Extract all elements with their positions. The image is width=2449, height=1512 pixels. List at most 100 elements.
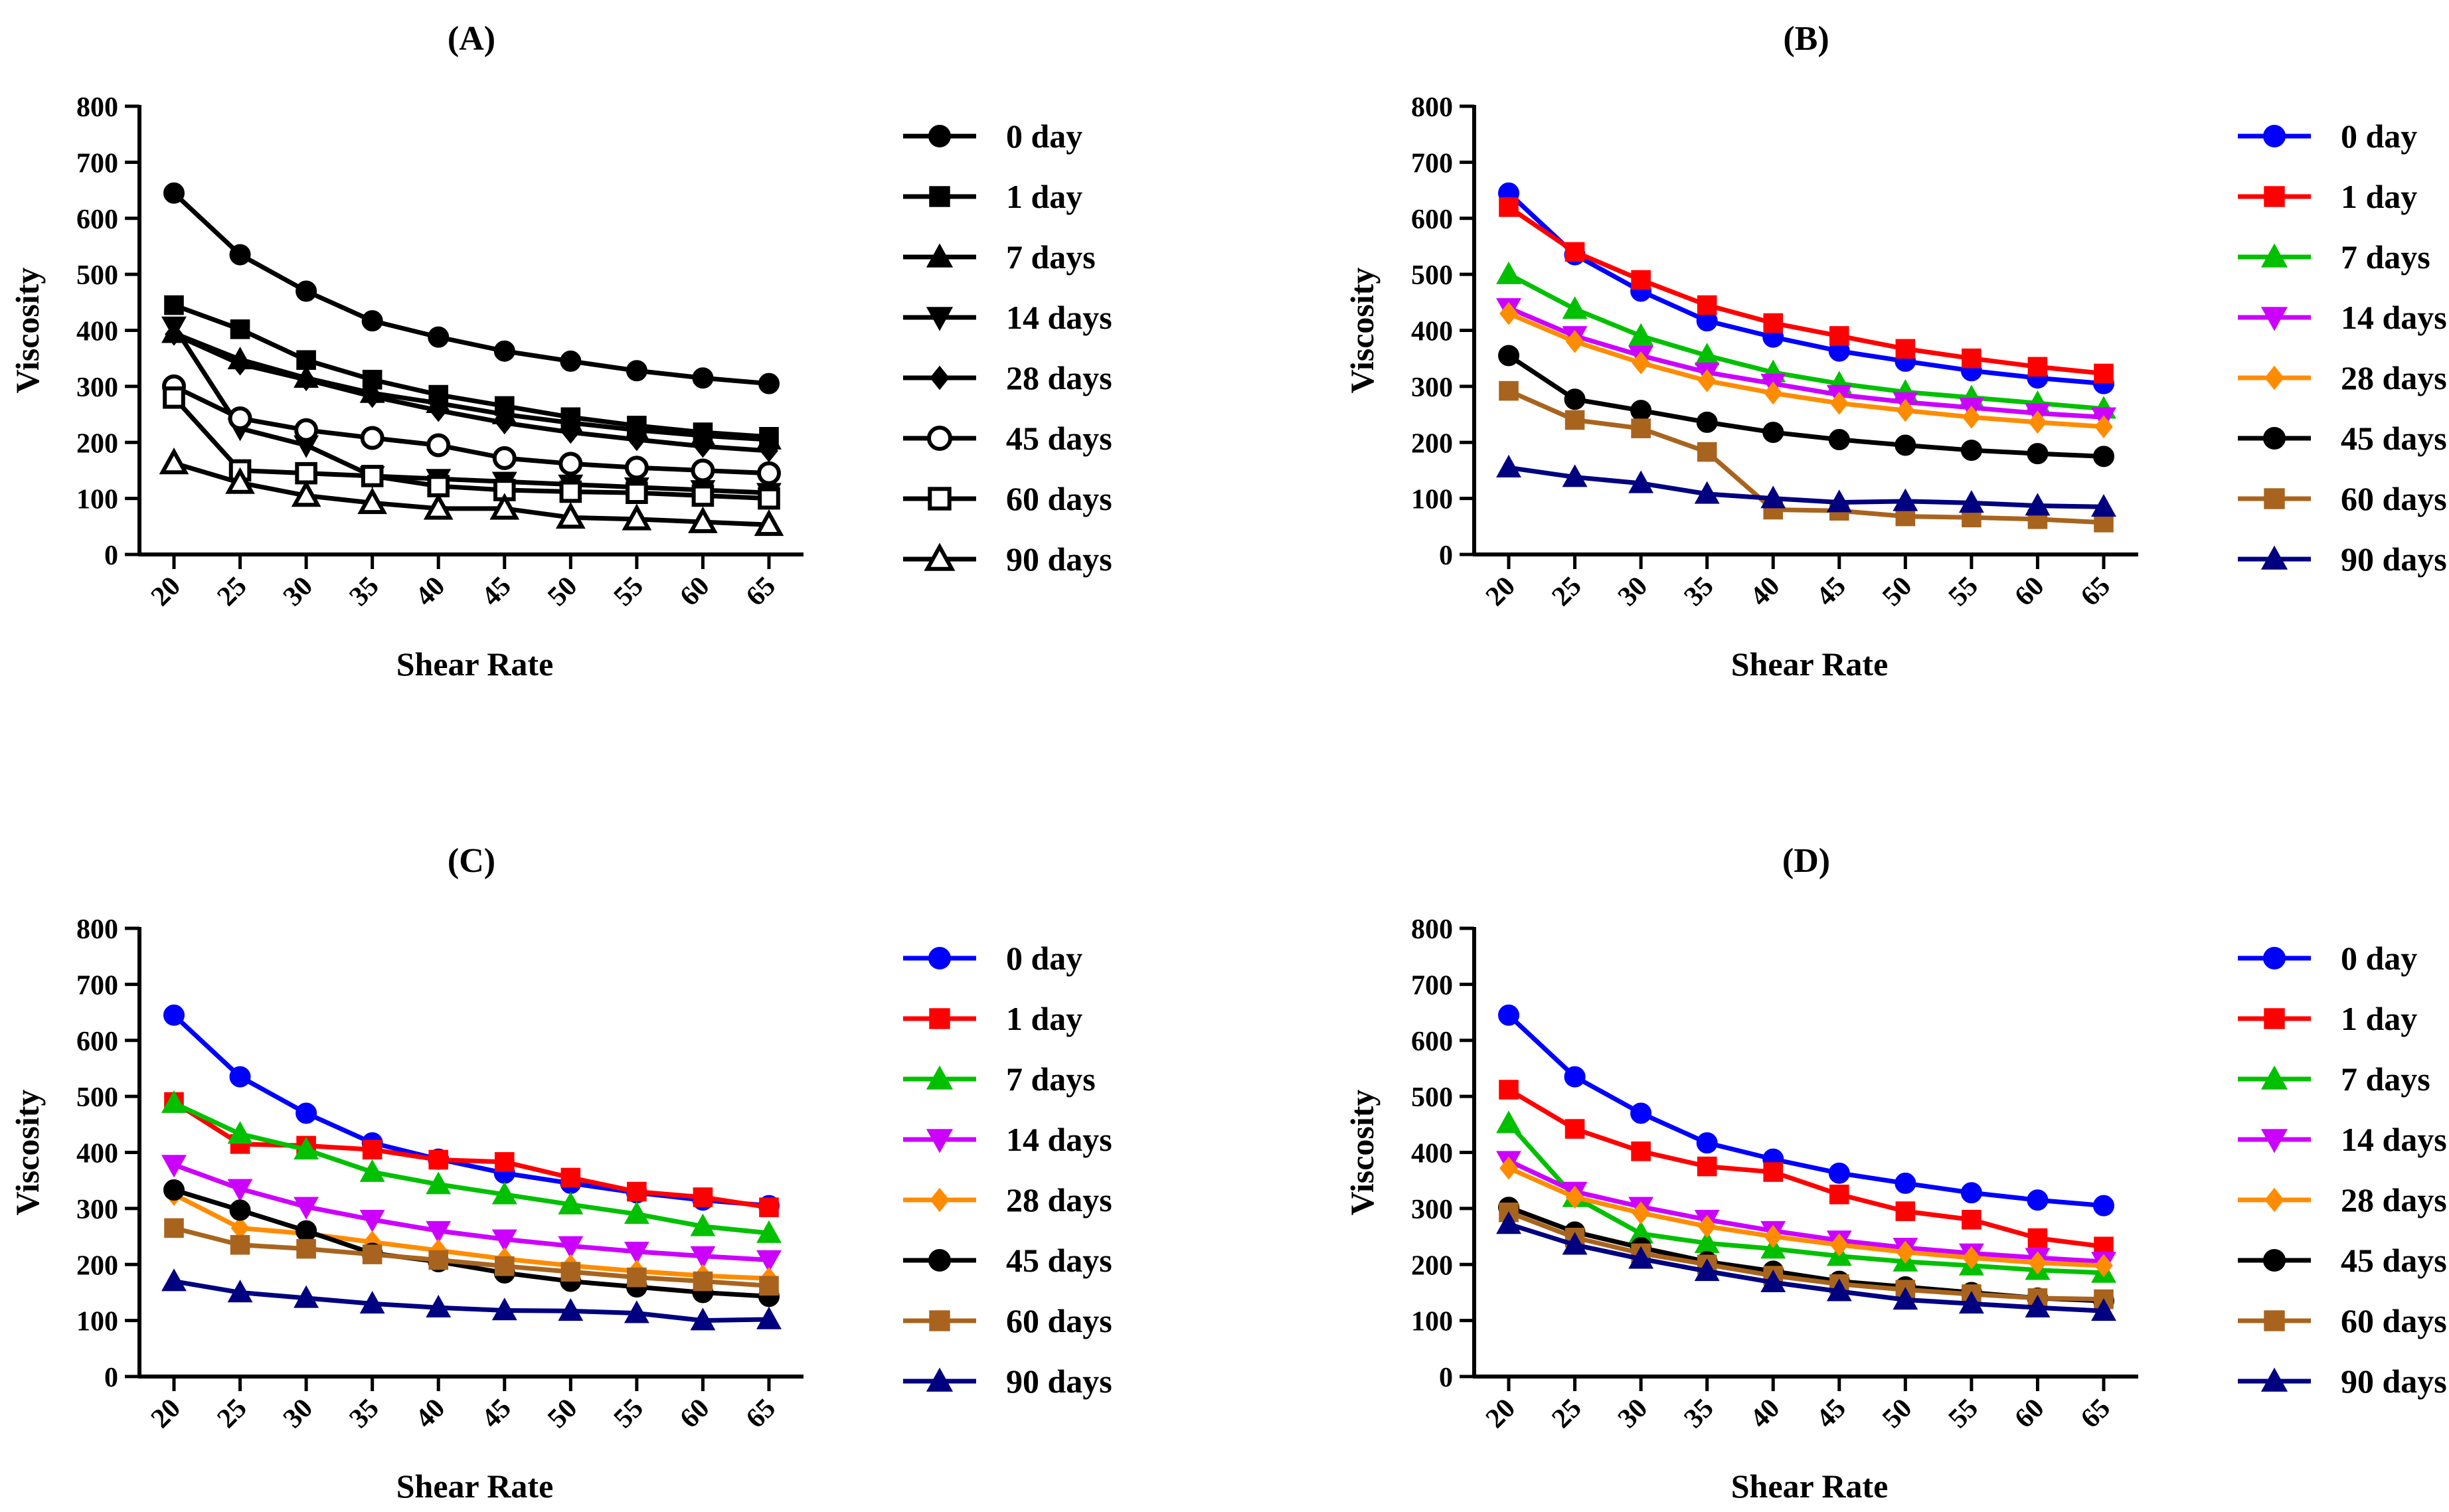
legend-label: 28 days	[1006, 359, 1112, 396]
data-point	[229, 244, 251, 266]
legend-marker	[928, 125, 951, 147]
data-point	[1632, 351, 1650, 375]
series-90-days	[159, 448, 784, 537]
y-tick-label: 400	[76, 1139, 118, 1169]
legend-marker	[2260, 1129, 2288, 1153]
data-point	[1764, 1224, 1783, 1248]
legend-label: 60 days	[1006, 480, 1112, 517]
legend-label: 45 days	[1006, 1242, 1112, 1279]
legend-entry: 7 days	[903, 238, 1096, 276]
legend-entry: 28 days	[903, 1181, 1112, 1218]
series-line	[1508, 465, 2104, 509]
legend-entry: 60 days	[2238, 1302, 2447, 1339]
legend-label: 45 days	[1006, 420, 1112, 457]
data-point	[296, 1220, 317, 1242]
data-point	[558, 1236, 584, 1259]
y-tick-label: 200	[76, 428, 118, 459]
legend-entry: 90 days	[903, 1363, 1112, 1400]
data-point	[163, 1179, 185, 1201]
x-tick-label: 30	[1612, 571, 1653, 612]
data-point	[357, 487, 388, 515]
series-line	[173, 332, 770, 454]
legend-marker	[2263, 1249, 2286, 1272]
y-tick-label: 100	[76, 485, 118, 515]
legend-marker	[2260, 1367, 2288, 1392]
x-tick-label: 55	[1943, 1393, 1984, 1434]
series-90-days	[1496, 1211, 2116, 1321]
data-point	[1697, 442, 1717, 462]
data-point	[1826, 1278, 1852, 1302]
legend-label: 7 days	[2341, 238, 2430, 276]
data-point	[492, 446, 517, 470]
data-point	[693, 1187, 713, 1207]
legend-label: 7 days	[2341, 1060, 2430, 1098]
x-tick-label: 35	[1679, 1393, 1720, 1434]
data-point	[161, 1268, 187, 1292]
data-point	[1694, 481, 1720, 504]
data-point	[693, 434, 713, 458]
data-point	[1696, 411, 1718, 433]
data-point	[291, 479, 321, 507]
series-60-days	[164, 1218, 779, 1296]
legend-label: 28 days	[1006, 1181, 1112, 1218]
data-point	[495, 411, 514, 435]
data-point	[1631, 1141, 1651, 1161]
legend-entry: 1 day	[903, 1000, 1082, 1037]
data-point	[361, 465, 384, 487]
legend-label: 14 days	[2341, 1121, 2447, 1158]
data-point	[429, 398, 448, 422]
data-point	[1893, 488, 1918, 511]
data-point	[2025, 1294, 2051, 1318]
series-line	[172, 325, 770, 495]
series-line	[1507, 1210, 2104, 1302]
data-point	[2091, 1298, 2116, 1321]
series-line	[1507, 311, 2104, 430]
data-point	[1562, 1232, 1588, 1255]
legend-entry: 14 days	[903, 299, 1112, 336]
legend-entry: 28 days	[903, 359, 1112, 396]
legend-entry: 1 day	[2238, 178, 2417, 215]
series-line	[173, 1100, 770, 1210]
x-tick-label: 60	[674, 571, 715, 612]
chart-title: (C)	[448, 842, 495, 880]
data-point	[2027, 1189, 2049, 1211]
data-point	[2091, 493, 2116, 517]
series-14-days	[161, 1155, 782, 1273]
data-point	[758, 487, 780, 510]
data-point	[1694, 1258, 1720, 1282]
chart-panel-b: (B) 0 100 200 300 400 500 600 700 800 20 25 30 35 40 45…	[1343, 20, 2447, 683]
legend-entry: 90 days	[903, 541, 1112, 578]
data-point	[560, 1167, 581, 1188]
legend-entry: 7 days	[2238, 238, 2430, 276]
series-line	[1507, 1013, 2104, 1209]
x-tick-label: 20	[1480, 571, 1521, 612]
data-point	[756, 1306, 782, 1329]
data-point	[624, 1201, 649, 1224]
data-point	[626, 360, 647, 382]
legend-label: 7 days	[1006, 1060, 1096, 1098]
x-tick-label: 45	[1811, 1393, 1852, 1434]
data-point	[163, 182, 185, 204]
y-tick-label: 100	[1411, 485, 1453, 515]
data-point	[627, 1181, 647, 1202]
legend-entry: 28 days	[2238, 359, 2447, 396]
legend-marker	[2264, 1310, 2285, 1331]
legend-label: 14 days	[1006, 299, 1112, 336]
data-point	[426, 1294, 452, 1318]
x-tick-label: 20	[145, 571, 187, 612]
x-tick-label: 30	[278, 1393, 319, 1434]
legend-marker	[2260, 1065, 2288, 1090]
data-point	[1564, 1119, 1585, 1139]
legend-label: 1 day	[1006, 1000, 1082, 1037]
data-point	[491, 1229, 517, 1252]
y-tick-label: 500	[76, 1082, 118, 1113]
x-axis-label: Shear Rate	[1731, 645, 1889, 683]
data-point	[2094, 1254, 2113, 1278]
legend-label: 60 days	[2341, 480, 2447, 517]
y-tick-label: 0	[104, 541, 118, 571]
data-point	[426, 1171, 452, 1195]
data-point	[489, 493, 520, 520]
y-tick-label: 500	[1411, 1082, 1453, 1113]
data-point	[428, 326, 450, 348]
data-point	[1628, 1246, 1654, 1269]
